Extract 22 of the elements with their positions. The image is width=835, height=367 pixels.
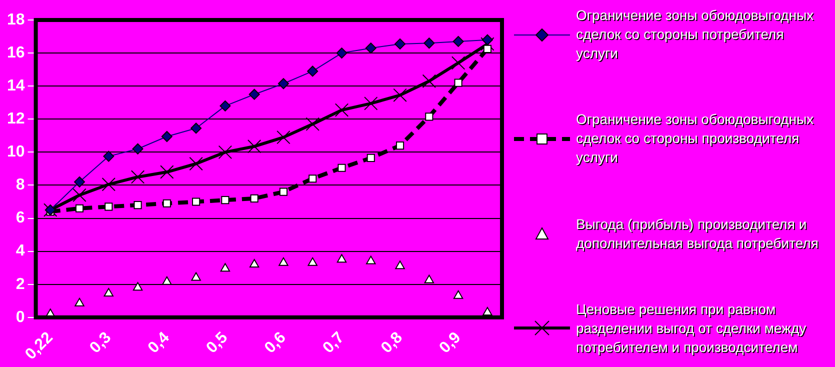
y-tick-label: 8 — [16, 176, 25, 194]
x-tick-label: 0,22 — [22, 329, 56, 364]
legend-label: Ограничение зоны обоюдовыгодных сделок со стороны производителя услуги — [576, 110, 815, 168]
x-tick-label: 0,4 — [145, 329, 173, 357]
y-tick-label: 4 — [16, 242, 25, 260]
y-tick-label: 0 — [16, 308, 25, 326]
x-tick-label: 0,7 — [320, 329, 348, 357]
y-tick-label: 16 — [7, 44, 25, 62]
y-tick-label: 10 — [7, 144, 25, 161]
y-tick-label: 18 — [7, 11, 25, 28]
x-tick-label: 0,5 — [203, 329, 232, 357]
x-tick-label: 0,6 — [262, 329, 290, 357]
y-tick-label: 14 — [7, 77, 25, 94]
x-tick-label: 0,9 — [436, 329, 464, 357]
x-tick-label: 0,8 — [378, 329, 406, 357]
y-tick-label: 12 — [7, 110, 25, 128]
legend-label: Ценовые решения при равном разделении выгод от сделки между потребителем и производсителем — [576, 300, 808, 357]
legend-label: Выгода (прибыль) производителя и дополнительная выгода потребителя — [576, 214, 820, 253]
x-tick-label: 0,3 — [86, 329, 115, 357]
y-tick-label: 2 — [16, 276, 25, 293]
y-tick-label: 6 — [16, 210, 25, 227]
legend-label: Ограничение зоны обоюдовыгодных сделок со стороны потребителя услуги — [576, 6, 815, 63]
